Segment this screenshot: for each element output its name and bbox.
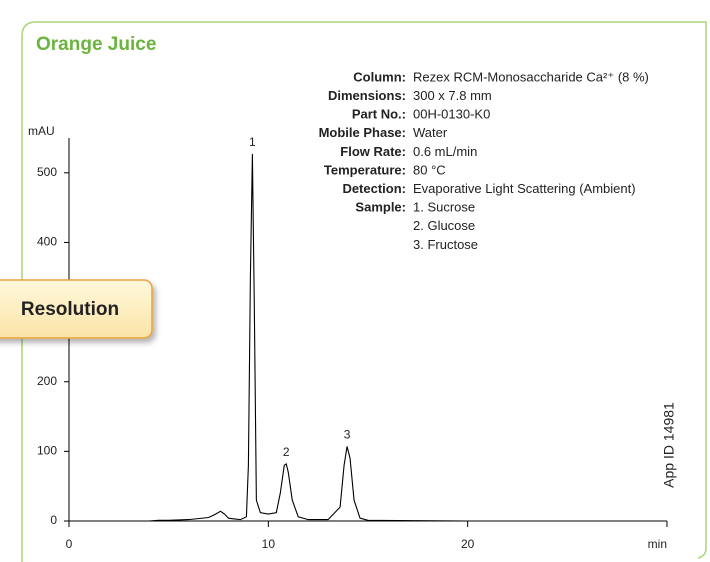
info-label: Dimensions: bbox=[328, 88, 406, 103]
info-value: 00H-0130-K0 bbox=[413, 107, 490, 122]
info-label: Temperature: bbox=[324, 162, 406, 177]
y-tick-label: 500 bbox=[37, 165, 57, 179]
info-value: 300 x 7.8 mm bbox=[413, 88, 492, 103]
sample-item: 3. Fructose bbox=[413, 237, 478, 252]
info-label: Detection: bbox=[342, 181, 406, 196]
peak-label: 1 bbox=[249, 135, 256, 149]
callout: Resolution bbox=[0, 279, 153, 339]
info-value: 1. Sucrose bbox=[413, 200, 475, 215]
x-tick-label: min bbox=[648, 537, 667, 551]
y-tick-label: 0 bbox=[50, 513, 57, 527]
y-tick-label: 200 bbox=[37, 374, 57, 388]
y-tick-label: 400 bbox=[37, 235, 57, 249]
callout-text: Resolution bbox=[21, 299, 119, 320]
sample-item: 2. Glucose bbox=[413, 218, 475, 233]
app-id: App ID 14981 bbox=[661, 402, 677, 488]
info-label: Column: bbox=[353, 69, 406, 84]
info-value: Water bbox=[413, 125, 448, 140]
peak-label: 2 bbox=[283, 445, 290, 459]
info-label: Flow Rate: bbox=[340, 144, 406, 159]
y-axis-label: mAU bbox=[28, 124, 55, 138]
callout-box bbox=[0, 279, 153, 339]
x-tick-label: 20 bbox=[461, 537, 475, 551]
info-value: 0.6 mL/min bbox=[413, 144, 477, 159]
x-tick-label: 10 bbox=[262, 537, 276, 551]
trace bbox=[69, 154, 667, 522]
y-tick-label: 100 bbox=[37, 444, 57, 458]
peak-label: 3 bbox=[344, 428, 351, 442]
info-label: Part No.: bbox=[352, 107, 406, 122]
chart-title: Orange Juice bbox=[36, 34, 156, 55]
x-tick-label: 0 bbox=[66, 537, 73, 551]
frame bbox=[21, 21, 707, 562]
info-label: Sample: bbox=[355, 200, 406, 215]
info-value: Rezex RCM-Monosaccharide Ca²⁺ (8 %) bbox=[413, 69, 649, 84]
info-value: Evaporative Light Scattering (Ambient) bbox=[413, 181, 636, 196]
info-label: Mobile Phase: bbox=[319, 125, 406, 140]
info-value: 80 °C bbox=[413, 162, 446, 177]
